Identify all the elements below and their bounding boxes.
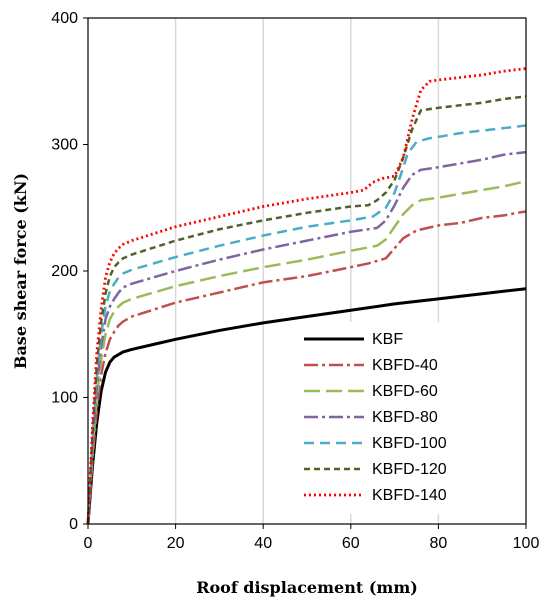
x-tick-label: 60 [342, 535, 360, 552]
legend-label: KBFD-60 [372, 383, 438, 400]
y-tick-label: 0 [69, 516, 78, 533]
legend: KBF KBFD-40 KBFD-60 KBFD-80 KBFD-100 KBFD-120… [296, 322, 518, 514]
series-line-kbfd-120 [86, 95, 527, 525]
y-tick-label: 200 [51, 263, 78, 280]
x-axis-ticks: 0 20 40 60 80 100 [84, 524, 540, 552]
legend-label: KBF [372, 331, 403, 348]
x-tick-label: 0 [84, 535, 93, 552]
y-tick-label: 100 [51, 390, 78, 407]
x-tick-label: 20 [167, 535, 185, 552]
y-tick-label: 300 [51, 137, 78, 154]
x-tick-label: 40 [254, 535, 272, 552]
y-axis-ticks: 0 100 200 300 400 [51, 10, 88, 533]
legend-label: KBFD-120 [372, 461, 447, 478]
series-line-kbfd-140 [86, 67, 527, 525]
legend-label: KBFD-40 [372, 357, 438, 374]
y-tick-label: 400 [51, 10, 78, 27]
series-line-kbf [86, 287, 527, 525]
legend-label: KBFD-140 [372, 487, 447, 504]
x-tick-label: 80 [430, 535, 448, 552]
y-axis-title: Base shear force (kN) [11, 173, 30, 369]
series-line-kbfd-40 [86, 210, 527, 525]
x-axis-title: Roof displacement (mm) [196, 578, 418, 597]
legend-label: KBFD-100 [372, 435, 447, 452]
series-layer [86, 67, 527, 525]
series-line-kbfd-80 [86, 150, 527, 525]
legend-label: KBFD-80 [372, 409, 438, 426]
x-tick-label: 100 [513, 535, 540, 552]
